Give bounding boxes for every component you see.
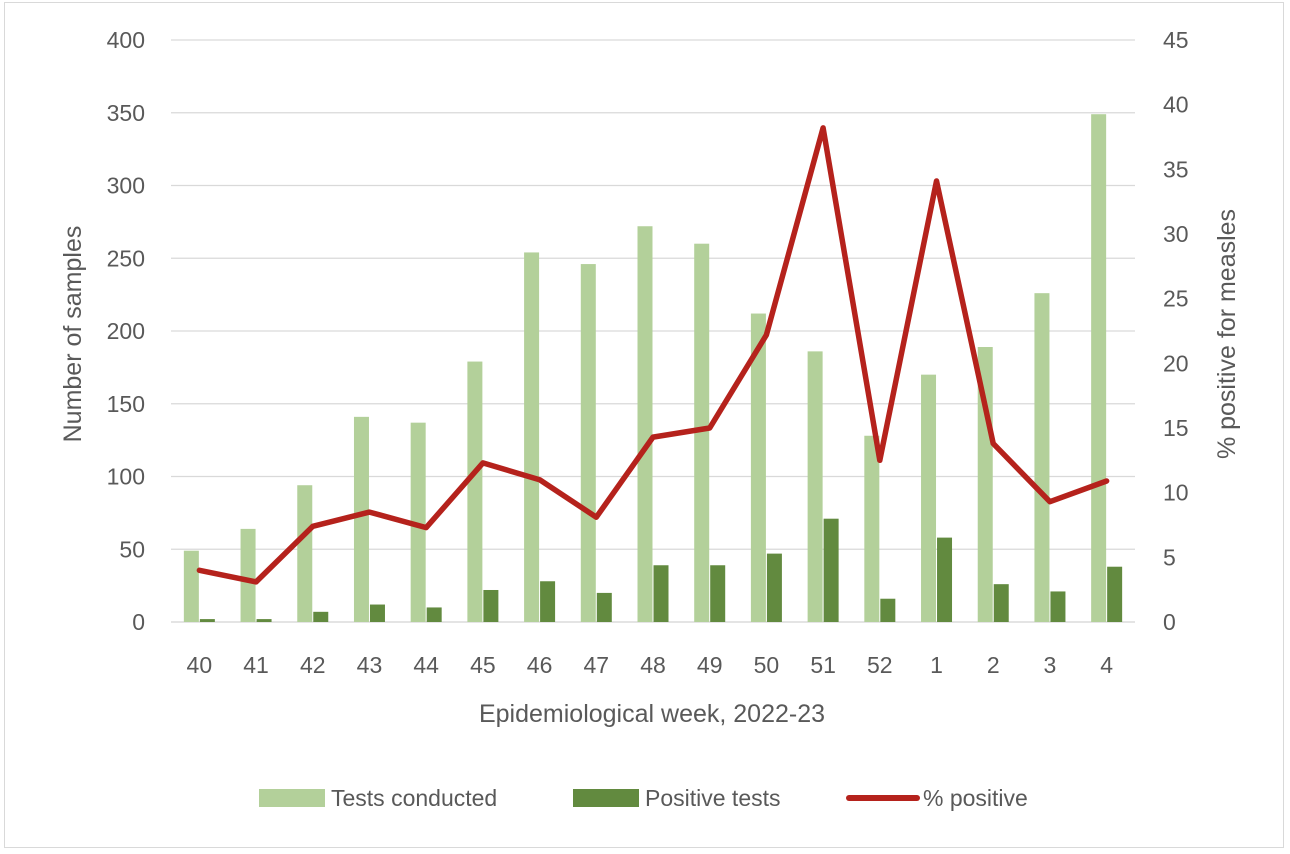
y2-tick-label: 5	[1163, 544, 1176, 570]
bar-positive-tests	[199, 619, 215, 622]
bar-tests-conducted	[637, 226, 653, 623]
legend: Tests conducted Positive tests % positiv…	[259, 785, 1028, 811]
bar-tests-conducted	[921, 374, 937, 622]
x-tick-label: 52	[867, 652, 893, 678]
bar-positive-tests	[596, 592, 612, 622]
y-tick-label: 200	[107, 318, 145, 344]
bar-positive-tests	[256, 619, 272, 622]
bar-tests-conducted	[183, 550, 199, 622]
bar-tests-conducted	[1034, 293, 1050, 622]
x-tick-label: 44	[413, 652, 439, 678]
y2-tick-label: 20	[1163, 350, 1189, 376]
bar-tests-conducted	[1091, 114, 1107, 622]
percent-positive-line	[196, 125, 1110, 585]
x-tick-label: 47	[583, 652, 609, 678]
bar-positive-tests	[823, 518, 839, 622]
y2-axis-title: % positive for measles	[1213, 209, 1241, 459]
bar-positive-tests	[653, 565, 669, 622]
gridlines	[171, 39, 1135, 623]
bar-positive-tests	[710, 565, 726, 622]
legend-swatch-tests-conducted	[259, 789, 325, 807]
y2-tick-label: 40	[1163, 92, 1189, 118]
bar-tests-conducted	[297, 485, 313, 622]
y2-tick-label: 25	[1163, 286, 1189, 312]
bar-positive-tests	[993, 584, 1009, 622]
bar-tests-conducted	[694, 243, 710, 622]
x-tick-label: 48	[640, 652, 666, 678]
y2-tick-label: 30	[1163, 221, 1189, 247]
bar-positive-tests	[1107, 566, 1123, 622]
bar-tests-conducted	[807, 351, 823, 622]
bar-tests-conducted	[410, 422, 426, 622]
bars	[183, 114, 1123, 623]
bar-positive-tests	[880, 598, 896, 622]
bar-positive-tests	[937, 537, 953, 622]
y2-tick-label: 15	[1163, 415, 1189, 441]
y-axis-title: Number of samples	[59, 226, 87, 443]
y2-tick-label: 10	[1163, 480, 1189, 506]
x-tick-label: 46	[527, 652, 553, 678]
y-tick-label: 50	[119, 536, 145, 562]
x-tick-label: 4	[1100, 652, 1113, 678]
bar-positive-tests	[540, 581, 556, 622]
bar-tests-conducted	[240, 528, 256, 622]
legend-label-percent-positive: % positive	[923, 785, 1028, 811]
x-tick-label: 41	[243, 652, 269, 678]
x-tick-label: 50	[754, 652, 780, 678]
chart-frame: 0 50 100 150 200 250 300 350 400 0 5 10 15 20 25 30 35 4…	[4, 2, 1284, 848]
percent-positive-line-layer	[196, 125, 1110, 585]
x-tick-label: 42	[300, 652, 326, 678]
bar-positive-tests	[369, 604, 385, 622]
x-axis-title: Epidemiological week, 2022-23	[479, 700, 825, 728]
y2-tick-label: 35	[1163, 156, 1189, 182]
bar-positive-tests	[313, 611, 329, 622]
bar-positive-tests	[1050, 591, 1066, 622]
y-tick-label: 0	[132, 609, 145, 635]
y-tick-label: 250	[107, 245, 145, 271]
bar-positive-tests	[426, 607, 442, 622]
x-tick-label: 45	[470, 652, 496, 678]
x-tick-label: 1	[930, 652, 943, 678]
y-tick-label: 100	[107, 464, 145, 490]
bar-tests-conducted	[580, 264, 596, 622]
x-tick-label: 49	[697, 652, 723, 678]
bar-tests-conducted	[467, 361, 483, 622]
bar-tests-conducted	[353, 416, 369, 622]
legend-label-positive-tests: Positive tests	[645, 785, 781, 811]
x-tick-label: 51	[810, 652, 836, 678]
x-axis-ticks: 40 41 42 43 44 45 46 47 48 49 50 51 52 1 2 3 4	[187, 652, 1114, 678]
x-tick-label: 40	[187, 652, 213, 678]
x-tick-label: 2	[987, 652, 1000, 678]
bar-tests-conducted	[750, 313, 766, 622]
y-tick-label: 400	[107, 27, 145, 53]
bar-tests-conducted	[864, 435, 880, 622]
y-tick-label: 350	[107, 100, 145, 126]
x-tick-label: 43	[357, 652, 383, 678]
y2-tick-label: 0	[1163, 609, 1176, 635]
y-tick-label: 300	[107, 173, 145, 199]
y-tick-label: 150	[107, 391, 145, 417]
legend-swatch-positive-tests	[573, 789, 639, 807]
y2-tick-label: 45	[1163, 27, 1189, 53]
bar-positive-tests	[766, 553, 782, 622]
bar-positive-tests	[483, 589, 499, 622]
x-tick-label: 3	[1044, 652, 1057, 678]
y2-axis-ticks: 0 5 10 15 20 25 30 35 40 45	[1163, 27, 1189, 635]
legend-label-tests-conducted: Tests conducted	[331, 785, 497, 811]
bar-tests-conducted	[524, 252, 540, 622]
y-axis-ticks: 0 50 100 150 200 250 300 350 400	[107, 27, 145, 635]
